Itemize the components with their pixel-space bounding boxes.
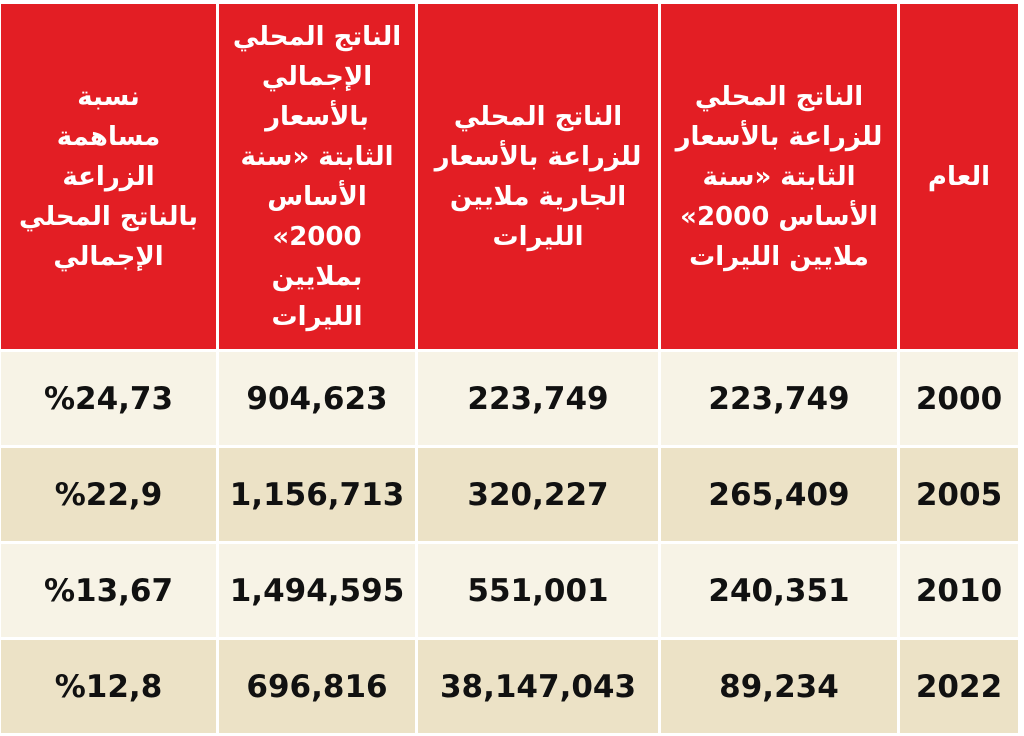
header-text: الإجمالي	[53, 241, 164, 272]
header-text: مساهمة	[56, 121, 161, 152]
header-text: الليرات	[492, 221, 584, 252]
header-text: الأساس	[267, 181, 367, 212]
header-text: ملايين الليرات	[689, 241, 869, 272]
header-text: الزراعة	[62, 161, 155, 192]
header-text: بملايين	[271, 261, 363, 292]
header-text: 2000»	[272, 221, 362, 252]
header-text: الليرات	[271, 301, 363, 332]
data-cell: 223,749	[418, 352, 658, 445]
header-text: بالناتج المحلي	[19, 201, 198, 232]
header-text: نسبة	[77, 81, 140, 112]
data-cell: 2005	[900, 448, 1018, 541]
header-text: الأساس 2000»	[680, 201, 878, 232]
data-cell: 240,351	[661, 544, 897, 637]
data-cell: 2000	[900, 352, 1018, 445]
data-cell: 2010	[900, 544, 1018, 637]
header-text: الثابتة «سنة	[702, 161, 856, 192]
header-text: الناتج المحلي	[232, 21, 402, 52]
data-cell: 320,227	[418, 448, 658, 541]
header-cell: نسبة مساهمة الزراعة بالناتج المحلي الإجمالي	[1, 4, 216, 349]
data-cell: 696,816	[219, 640, 415, 733]
header-text: للزراعة بالأسعار	[675, 121, 883, 152]
data-cell: 551,001	[418, 544, 658, 637]
data-cell: 223,749	[661, 352, 897, 445]
header-cell: الناتج المحلي الإجمالي بالأسعار الثابتة «سن…	[219, 4, 415, 349]
data-cell: 904,623	[219, 352, 415, 445]
header-text: العام	[927, 161, 991, 192]
data-cell: 2022	[900, 640, 1018, 733]
header-cell: الناتج المحلي للزراعة بالأسعار الثابتة «سن…	[661, 4, 897, 349]
header-text: الناتج المحلي	[453, 101, 623, 132]
data-cell: %24,73	[1, 352, 216, 445]
data-cell: %22,9	[1, 448, 216, 541]
data-cell: 265,409	[661, 448, 897, 541]
header-cell: العام	[900, 4, 1018, 349]
data-cell: 1,494,595	[219, 544, 415, 637]
header-text: بالأسعار	[265, 101, 369, 132]
header-cell: الناتج المحلي للزراعة بالأسعار الجارية ملا…	[418, 4, 658, 349]
data-cell: 38,147,043	[418, 640, 658, 733]
header-text: للزراعة بالأسعار	[434, 141, 642, 172]
data-cell: 89,234	[661, 640, 897, 733]
header-text: الثابتة «سنة	[240, 141, 394, 172]
data-cell: 1,156,713	[219, 448, 415, 541]
data-cell: %13,67	[1, 544, 216, 637]
header-text: الجارية ملايين	[449, 181, 627, 212]
data-cell: %12,8	[1, 640, 216, 733]
header-text: الإجمالي	[261, 61, 373, 92]
header-text: الناتج المحلي	[694, 81, 864, 112]
